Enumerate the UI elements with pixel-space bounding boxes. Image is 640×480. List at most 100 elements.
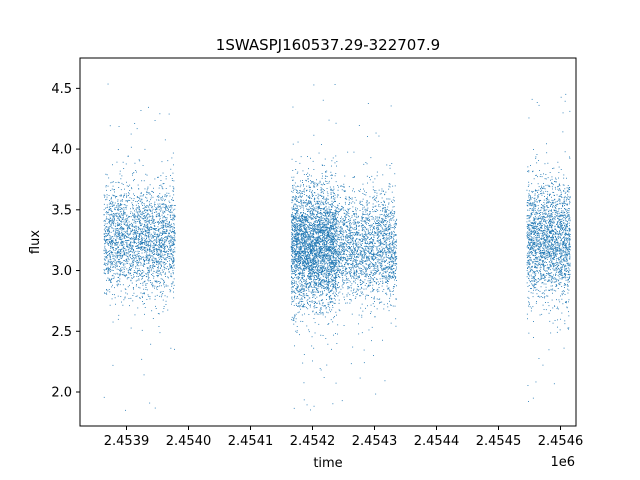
data-point (306, 234, 308, 236)
data-point (140, 248, 142, 250)
data-point (142, 242, 144, 243)
data-point (311, 264, 313, 266)
data-point (310, 245, 312, 247)
data-point (316, 264, 318, 266)
data-point (146, 236, 148, 238)
data-point (322, 222, 324, 224)
data-point (320, 256, 321, 258)
data-point (150, 246, 152, 247)
data-point (144, 221, 146, 223)
data-point (311, 241, 313, 243)
data-point (114, 207, 116, 209)
data-point (144, 264, 146, 265)
data-point (327, 285, 329, 287)
data-point (136, 245, 138, 247)
data-point (104, 239, 106, 241)
data-point (137, 255, 139, 257)
data-point (303, 227, 305, 229)
data-point (140, 222, 141, 224)
data-point (149, 280, 151, 281)
data-point (148, 241, 150, 243)
data-point (155, 245, 157, 246)
data-point (315, 259, 317, 261)
data-point (293, 269, 295, 271)
data-point (112, 270, 114, 271)
data-point (154, 261, 155, 263)
data-point (293, 248, 295, 250)
data-point (164, 215, 165, 217)
data-point (333, 265, 335, 266)
data-point (162, 247, 164, 249)
data-point (167, 224, 169, 225)
data-point (326, 273, 328, 274)
data-point (137, 248, 139, 249)
data-point (170, 239, 172, 241)
data-point (167, 257, 169, 258)
data-point (160, 272, 162, 274)
data-point (155, 260, 157, 262)
data-point (136, 201, 138, 203)
data-point (300, 320, 302, 322)
data-point (296, 190, 298, 191)
data-point (168, 241, 170, 243)
data-point (328, 283, 330, 285)
data-point (314, 287, 316, 288)
data-point (146, 253, 147, 255)
data-point (125, 253, 127, 255)
data-point (327, 211, 329, 212)
data-point (312, 235, 314, 237)
data-point (329, 298, 331, 300)
data-point (162, 239, 163, 241)
data-point (320, 227, 322, 228)
data-point (114, 204, 115, 206)
data-point (307, 220, 309, 222)
data-point (107, 230, 108, 232)
data-point (333, 279, 335, 281)
data-point (316, 261, 318, 263)
data-point (162, 216, 164, 218)
data-point (323, 282, 325, 284)
data-point (328, 232, 330, 234)
data-point (327, 267, 328, 269)
data-point (148, 206, 150, 208)
data-point (144, 225, 145, 227)
data-point (312, 296, 313, 298)
data-point (319, 231, 321, 233)
data-point (123, 251, 125, 252)
data-point (295, 267, 297, 269)
data-point (301, 221, 303, 223)
data-point (117, 208, 119, 210)
data-point (134, 261, 136, 262)
data-point (109, 242, 111, 243)
data-point (148, 295, 150, 297)
data-point (149, 246, 151, 248)
data-point (291, 242, 293, 244)
data-point (108, 239, 110, 240)
data-point (309, 257, 311, 259)
data-point (131, 188, 133, 190)
data-point (159, 261, 160, 263)
data-point (295, 213, 297, 215)
data-point (166, 206, 168, 208)
data-point (330, 301, 331, 303)
data-point (114, 287, 115, 289)
data-point (328, 251, 329, 253)
data-point (107, 206, 109, 208)
data-point (115, 243, 116, 245)
data-point (302, 257, 303, 259)
data-point (330, 227, 331, 229)
data-point (334, 282, 336, 284)
data-point (173, 231, 175, 233)
data-point (332, 257, 334, 259)
data-point (129, 184, 131, 186)
data-point (129, 254, 131, 256)
data-point (111, 209, 112, 211)
data-point (169, 255, 171, 257)
data-point (326, 203, 328, 205)
data-point (165, 251, 166, 253)
data-point (106, 229, 108, 231)
data-point (313, 192, 315, 193)
data-point (309, 283, 311, 285)
data-point (330, 229, 332, 231)
data-point (155, 243, 156, 245)
